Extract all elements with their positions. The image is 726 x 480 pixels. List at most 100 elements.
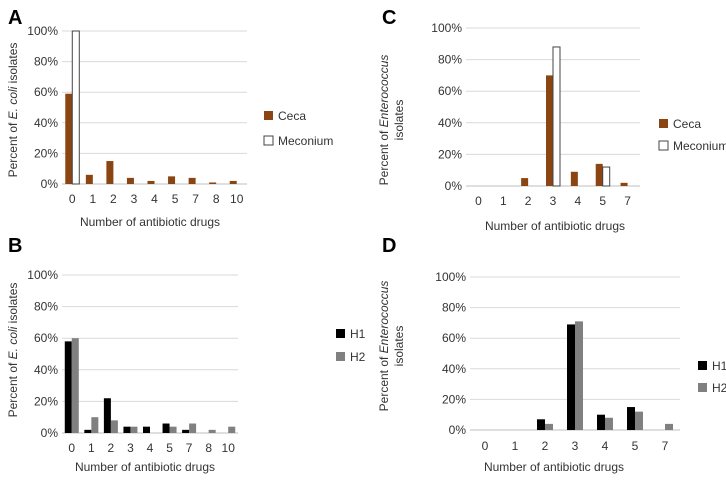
bar-h2-7 [189,423,197,433]
bar-ceca-5 [168,176,176,184]
legend-label-h2: H2 [350,350,366,364]
y-tick-label: 40% [442,362,466,376]
x-tick-label: 8 [205,441,212,455]
y-tick-label: 60% [34,331,58,345]
panel-c-y-axis-label-line2: isolates [392,100,406,141]
bar-h2-1 [91,417,99,433]
bar-h1-5 [627,407,635,430]
bar-h2-2 [545,423,553,430]
legend-label-meconium: Meconium [673,139,726,153]
y-tick-label: 60% [438,84,462,98]
panel-a-x-axis-label: Number of antibiotic drugs [80,215,220,229]
panel-b-plot: 0% 20% 40% 60% 80% 100% 0 1 2 3 4 5 7 8 10 H1 H2 [27,268,365,455]
y-tick-label: 80% [34,300,58,314]
x-tick-label: 1 [88,441,95,455]
bar-h1-7 [182,429,190,433]
bar-h2-8 [208,429,216,433]
bar-ceca-5 [595,163,603,186]
y-tick-label: 80% [442,301,466,315]
bar-h2-5 [169,426,177,433]
panel-d-x-axis-label: Number of antibiotic drugs [484,460,624,474]
x-tick-label: 2 [110,192,117,206]
x-tick-label: 2 [542,439,549,453]
legend-swatch-ceca [659,119,668,128]
y-tick-label: 0% [445,179,463,193]
panel-d-y-axis-label-line2: isolates [392,326,406,367]
bar-ceca-2 [521,178,529,186]
y-tick-label: 40% [34,363,58,377]
panel-b-y-axis-label: Percent of E. coli isolates [6,283,20,418]
bar-h1-5 [162,423,170,433]
bar-h1-2 [103,398,111,433]
bar-h1-4 [143,426,150,433]
legend-swatch-h1 [336,329,345,338]
y-tick-label: 60% [34,85,58,99]
panel-c-y-axis-label: Percent of Enterococcus [377,55,391,186]
legend-swatch-ceca [264,111,273,120]
bar-h2-2 [110,420,118,433]
bar-h2-7 [665,423,673,430]
bar-h1-2 [537,419,545,430]
x-tick-label: 10 [222,441,236,455]
y-tick-label: 100% [431,21,462,35]
x-tick-label: 2 [525,194,532,208]
x-tick-label: 7 [624,194,631,208]
x-tick-label: 4 [151,192,158,206]
panel-b-x-axis-label: Number of antibiotic drugs [75,460,215,474]
bar-h1-1 [84,429,92,433]
x-tick-label: 3 [127,441,134,455]
y-tick-label: 20% [442,392,466,406]
x-tick-label: 1 [500,194,507,208]
x-tick-label: 7 [186,441,193,455]
bar-meconium-3 [552,46,561,187]
bar-h2-4 [605,417,613,430]
x-tick-label: 0 [69,192,76,206]
bar-ceca-3 [126,177,134,184]
x-tick-label: 1 [89,192,96,206]
legend-label-h1: H1 [712,359,726,373]
bar-ceca-7 [188,177,196,184]
legend-swatch-h2 [336,352,345,361]
panel-a-y-axis-label: Percent of E. coli isolates [6,43,20,178]
x-tick-label: 0 [68,441,75,455]
bar-ceca-0 [65,93,73,184]
legend-swatch-meconium [658,140,669,151]
bar-h2-3 [575,321,583,430]
y-tick-label: 100% [27,268,58,282]
x-tick-label: 0 [475,194,482,208]
bar-h2-0 [71,338,79,433]
bar-h1-3 [123,426,131,433]
x-tick-label: 5 [632,439,639,453]
bar-ceca-4 [570,171,578,186]
panel-a-plot: 0% 20% 40% 60% 80% 100% 0 1 2 3 4 5 7 8 10 Ceca Meconium [27,24,333,206]
x-tick-label: 5 [172,192,179,206]
bar-h2-10 [228,426,236,433]
panel-label-b: B [8,235,22,257]
legend-swatch-h2 [698,383,707,392]
x-tick-label: 3 [572,439,579,453]
legend-label-meconium: Meconium [278,134,333,148]
y-tick-label: 0% [449,423,467,437]
bar-h1-3 [567,324,575,430]
legend-swatch-meconium [263,135,274,146]
panel-label-a: A [8,7,22,29]
y-tick-label: 100% [435,270,466,284]
y-tick-label: 40% [34,116,58,130]
y-tick-label: 20% [438,147,462,161]
panel-a: A 0% 20% 40% 60% 80% 100% 0 1 2 3 4 5 7 8 10 Ceca Meconi… [6,7,333,229]
legend-swatch-h1 [698,361,707,370]
panel-c: C 0%20%40%60%80%100%0 1 2 3 4 5 7CecaMeconium … [377,7,726,233]
x-tick-label: 8 [213,192,220,206]
panel-c-plot: 0% 20% 40% 60% 80% 100% 0 1 2 3 4 5 7 Ceca Meconium [431,21,726,208]
panel-b: B 0% 20% 40% 60% 80% 100% 0 1 2 3 4 5 7 8 10 H1 H2 Perce… [6,235,366,474]
bar-h1-4 [597,414,605,430]
x-tick-label: 7 [662,439,669,453]
x-tick-label: 5 [166,441,173,455]
x-tick-label: 3 [550,194,557,208]
bar-ceca-4 [147,180,155,184]
y-tick-label: 20% [34,146,58,160]
legend-label-h2: H2 [712,381,726,395]
bar-meconium-5 [602,166,611,187]
